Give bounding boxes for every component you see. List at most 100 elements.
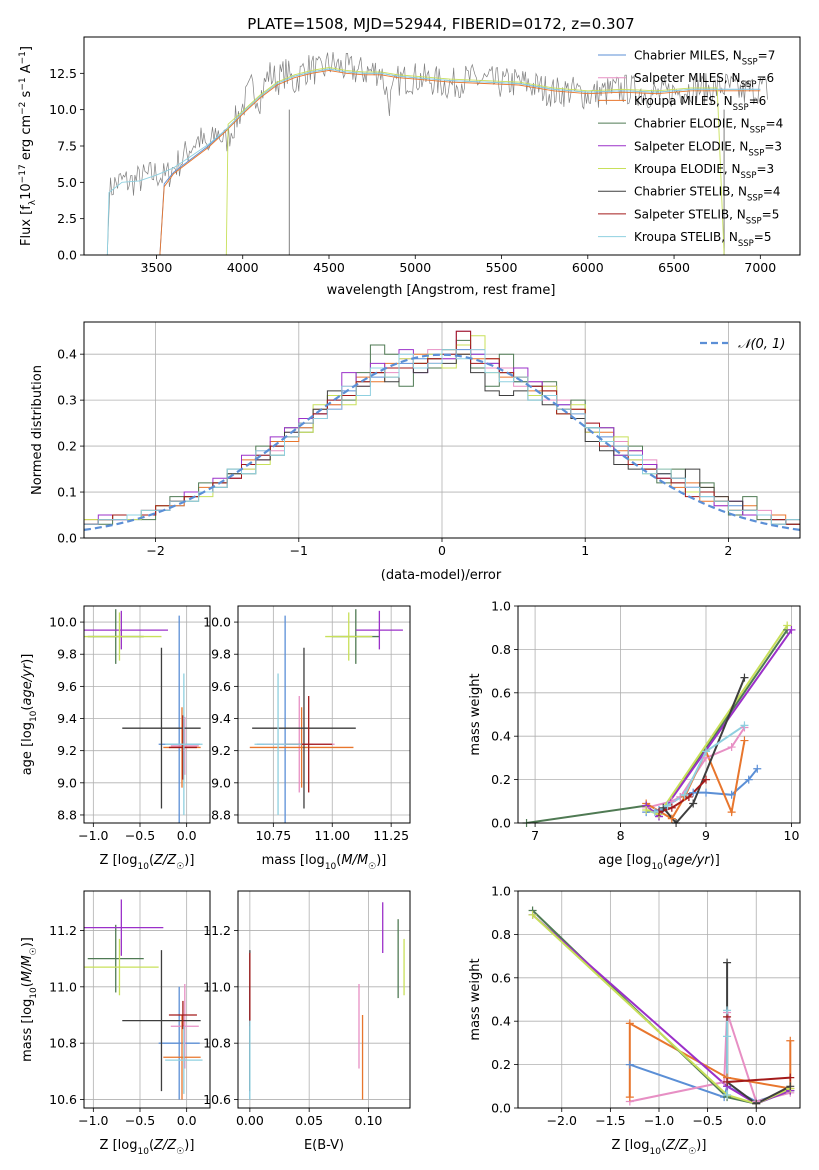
mass-weight-line <box>526 629 789 823</box>
x-tick-label: 2 <box>724 543 732 558</box>
mass-weight-marker <box>667 814 676 823</box>
y-axis-label-part: 10 <box>29 710 39 722</box>
y-tick-label: 0.4 <box>491 1014 511 1029</box>
legend-label: 𝒩(0, 1) <box>738 337 785 352</box>
plot-area <box>84 891 210 1108</box>
y-tick-label: 0.8 <box>491 927 511 942</box>
model-spectrum-line <box>159 69 761 255</box>
axes-mass_vs_ebv: 0.00 0.05 0.10 10.6 10.8 11.0 11.2 E(B-V) <box>203 890 411 1153</box>
y-axis-label: age [log10(age/yr)] <box>20 654 39 776</box>
legend-label-base: Chabrier STELIB, N <box>634 185 747 199</box>
x-tick-label: 7 <box>531 828 539 843</box>
legend-label-base: Salpeter MILES, N <box>634 71 741 85</box>
axes-spectrum: 3500 4000 4500 5000 5500 6000 6500 7000 0.0 2.5 5.… <box>18 36 801 298</box>
y-axis-label-part: age [log <box>20 722 35 775</box>
legend-label: Chabrier STELIB, NSSP=4 <box>634 185 781 204</box>
x-tick-label: −1 <box>290 543 308 558</box>
y-axis-label-part: λ <box>28 199 38 205</box>
y-tick-label: 11.2 <box>49 923 77 938</box>
plot-area <box>518 891 800 1108</box>
legend-label: Kroupa ELODIE, NSSP=3 <box>634 162 774 181</box>
mass-weight-line <box>658 778 707 814</box>
x-axis-label-part: Z [log <box>100 853 138 868</box>
y-axis-label-part: ( <box>20 982 35 987</box>
mass-weight-marker <box>727 808 736 817</box>
y-axis-label-part: 10 <box>19 183 34 200</box>
x-axis-label-part: (data-model)/error <box>381 568 502 583</box>
x-tick-label: 6500 <box>658 260 690 275</box>
mass-weight-marker <box>702 788 710 797</box>
x-tick-label: 0.05 <box>295 1113 323 1128</box>
y-tick-label: 0.1 <box>57 485 77 500</box>
y-tick-label: 10.0 <box>49 615 77 630</box>
y-axis-label-part: mass [log <box>20 999 35 1062</box>
x-tick-label: −1.0 <box>78 828 108 843</box>
legend-label-sub: SSP <box>741 171 757 181</box>
mass-weight-marker <box>740 721 749 730</box>
mass-weight-marker <box>723 958 732 967</box>
x-axis-label-part: wavelength [Angstrom, rest frame] <box>327 283 556 298</box>
y-axis-label-part: −1 <box>18 51 28 64</box>
x-axis-label-part: )] <box>184 1138 194 1153</box>
y-axis-label-part: )] <box>20 654 35 664</box>
x-tick-label: −1.5 <box>595 1113 625 1128</box>
mass-weight-marker <box>702 747 710 756</box>
legend-label-base: Kroupa MILES, N <box>634 94 733 108</box>
y-tick-label: 9.8 <box>57 647 77 662</box>
mass-weight-marker <box>528 910 537 919</box>
x-axis-label-part: ( <box>661 1138 666 1153</box>
mass-weight-marker <box>625 1019 634 1028</box>
y-tick-label: 0.4 <box>57 347 77 362</box>
axes-age_vs_Z: −1.0 −0.5 0.08.89.09.29.49.69.810.0Z [log1… <box>20 605 211 872</box>
axes-frame <box>83 605 211 824</box>
axes-mass_vs_Z: −1.0 −0.5 0.010.610.811.011.2Z [log10(Z/Z☉… <box>20 890 211 1157</box>
mass-weight-marker <box>659 803 668 812</box>
x-tick-label: −0.5 <box>125 1113 155 1128</box>
y-axis-label: Normed distribution <box>30 365 45 495</box>
y-tick-label: 0.2 <box>491 1057 511 1072</box>
plot-area <box>238 606 410 823</box>
x-axis-label: mass [log10(M/M☉)] <box>262 853 387 872</box>
model-spectrum-line <box>106 68 761 255</box>
legend-label: Kroupa MILES, NSSP=6 <box>634 94 766 113</box>
mass-weight-line <box>662 677 746 823</box>
x-axis-label: Z [log10(Z/Z☉)] <box>100 853 195 872</box>
y-axis-label-part: Normed distribution <box>30 365 45 495</box>
mass-weight-marker <box>753 764 762 773</box>
axes-frame <box>83 890 211 1109</box>
x-tick-label: 0.00 <box>236 1113 264 1128</box>
plot-area <box>238 891 410 1108</box>
y-axis-label-part: age/yr <box>20 662 35 705</box>
mass-weight-marker <box>786 1082 795 1091</box>
y-tick-label: 10.8 <box>203 1036 231 1051</box>
x-tick-label: 11.00 <box>314 828 350 843</box>
gaussian-curve <box>84 353 800 531</box>
legend-label-base: Kroupa ELODIE, N <box>634 162 741 176</box>
y-tick-label: 11.0 <box>203 979 231 994</box>
x-axis-label-part: 10 <box>137 1147 149 1157</box>
y-tick-label: 0.2 <box>57 439 77 454</box>
y-tick-label: 10.6 <box>49 1092 77 1107</box>
y-tick-label: 8.8 <box>57 807 77 822</box>
y-axis-label: mass weight <box>468 673 483 755</box>
x-axis-label: wavelength [Angstrom, rest frame] <box>327 283 556 298</box>
x-axis-label-part: ( <box>336 853 341 868</box>
y-tick-label: 0.0 <box>57 531 77 546</box>
x-axis-label-part: 10 <box>325 862 337 872</box>
y-tick-label: 0.3 <box>57 393 77 408</box>
mass-weight-marker <box>723 1090 732 1099</box>
y-tick-label: 10.0 <box>203 615 231 630</box>
legend-label-sub: SSP <box>746 216 762 226</box>
x-axis-label-part: )] <box>184 853 194 868</box>
mass-weight-marker <box>650 808 659 817</box>
axes-frame <box>237 890 411 1109</box>
mass-weight-marker <box>787 625 796 634</box>
x-axis-label-part: ( <box>149 853 154 868</box>
mass-weight-line <box>645 629 793 818</box>
mass-weight-marker <box>723 1006 732 1015</box>
y-tick-label: 10.0 <box>49 102 77 117</box>
axes-age_vs_mass: 10.75 11.00 11.25 8.8 9.0 9.2 9.4 9.6 9.8 10.0 mas… <box>203 605 411 872</box>
x-tick-label: 5500 <box>486 260 518 275</box>
